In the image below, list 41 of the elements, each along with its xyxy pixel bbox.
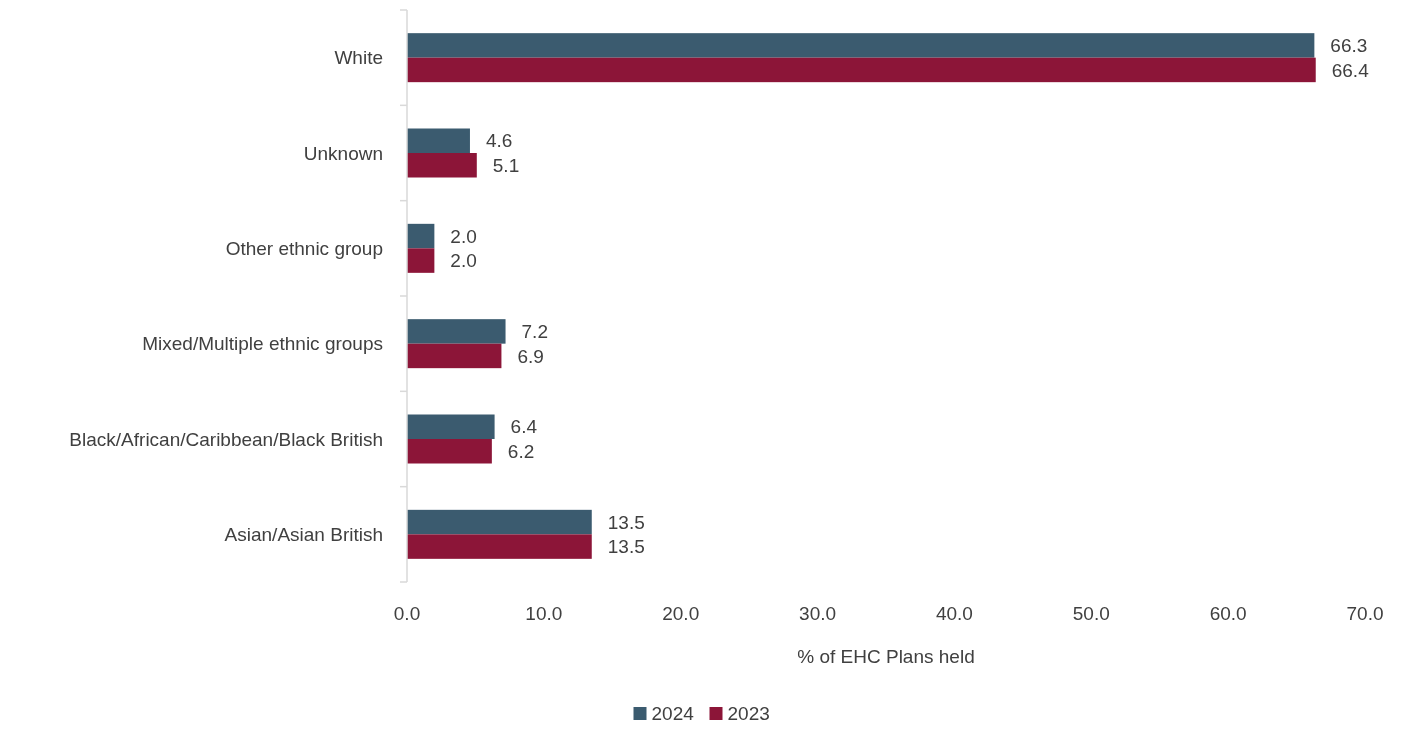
bar (407, 33, 1315, 58)
y-tick-label: Other ethnic group (225, 237, 383, 259)
bar (407, 534, 592, 559)
y-tick-label: White (334, 47, 383, 69)
bar (407, 57, 1316, 83)
bar (407, 439, 492, 464)
bar (407, 223, 435, 249)
x-tick-label: 10.0 (525, 603, 563, 624)
data-label: 6.9 (517, 345, 544, 367)
y-tick-label: Mixed/Multiple ethnic groups (142, 333, 383, 355)
x-tick-label: 30.0 (799, 603, 837, 624)
x-tick-label: 40.0 (935, 603, 973, 624)
data-label: 13.5 (607, 511, 645, 533)
bar (407, 153, 477, 178)
x-tick-label: 70.0 (1346, 603, 1384, 624)
data-label: 2.0 (450, 225, 477, 247)
x-axis-title: % of EHC Plans held (797, 646, 975, 667)
bar (407, 343, 502, 369)
data-label: 13.5 (607, 536, 645, 558)
data-label: 6.4 (510, 416, 538, 438)
bar (407, 248, 435, 273)
legend-label: 2023 (727, 703, 770, 725)
data-label: 66.3 (1330, 35, 1368, 57)
data-label: 2.0 (450, 250, 477, 272)
data-label: 7.2 (521, 321, 548, 343)
y-tick-label: Asian/Asian British (224, 523, 383, 545)
data-label: 5.1 (492, 154, 520, 176)
y-tick-label: Black/African/Caribbean/Black British (69, 428, 383, 450)
bar (407, 414, 495, 439)
y-tick-label: Unknown (303, 142, 383, 164)
x-tick-label: 20.0 (662, 603, 700, 624)
legend-label: 2024 (651, 703, 695, 725)
data-label: 66.4 (1331, 59, 1370, 81)
x-tick-label: 50.0 (1072, 603, 1110, 624)
x-tick-label: 60.0 (1209, 603, 1247, 624)
bar (407, 509, 592, 535)
x-tick-label: 0.0 (393, 603, 421, 624)
bar (407, 128, 470, 153)
bar (407, 319, 506, 344)
data-label: 6.2 (507, 440, 535, 462)
data-label: 4.6 (485, 130, 513, 152)
